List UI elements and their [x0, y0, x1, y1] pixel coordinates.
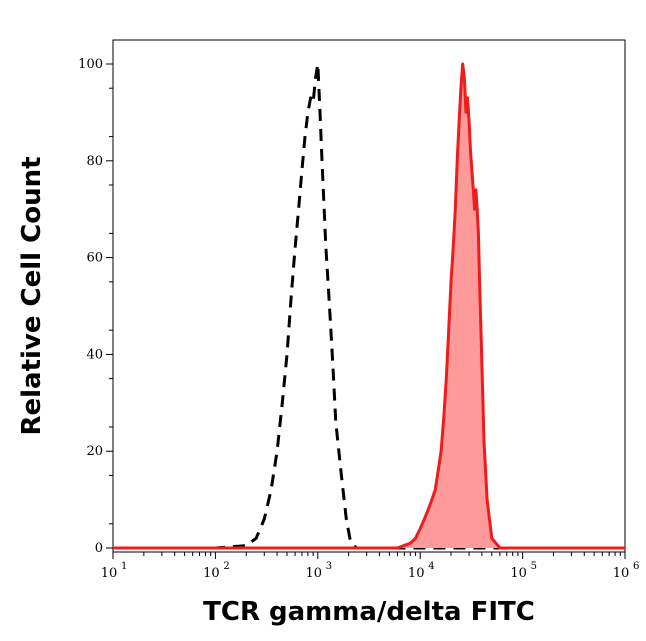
- x-tick-exponent: 6: [633, 561, 639, 572]
- x-tick-label: 10: [408, 566, 425, 581]
- y-tick-label: 60: [86, 251, 103, 266]
- y-tick-label: 0: [95, 541, 103, 556]
- y-tick-label: 80: [86, 154, 103, 169]
- y-axis-title: Relative Cell Count: [17, 156, 47, 435]
- x-tick-label: 10: [510, 566, 527, 581]
- x-tick-exponent: 3: [326, 561, 332, 572]
- y-tick-label: 40: [86, 347, 103, 362]
- x-axis-ticks: 10 1 10 2 10 3 10 4 10 5 10 6: [101, 552, 639, 581]
- plot-frame: [112, 39, 626, 553]
- series-layer: [113, 62, 625, 550]
- x-tick-exponent: 4: [428, 561, 434, 572]
- x-tick-exponent: 2: [223, 561, 229, 572]
- y-tick-label: 100: [78, 57, 103, 72]
- x-tick-label: 10: [101, 566, 118, 581]
- series-line-dashed: [113, 62, 625, 550]
- x-tick-label: 10: [613, 566, 630, 581]
- x-tick-exponent: 1: [121, 561, 127, 572]
- y-axis-ticks: 0 20 40 60 80 100: [78, 57, 113, 556]
- x-axis-title: TCR gamma/delta FITC: [203, 597, 535, 627]
- series-line-solid: [113, 62, 625, 550]
- x-tick-exponent: 5: [531, 561, 537, 572]
- x-tick-label: 10: [306, 566, 323, 581]
- y-tick-label: 20: [86, 444, 103, 459]
- x-tick-label: 10: [203, 566, 220, 581]
- series-area-fill: [113, 64, 625, 548]
